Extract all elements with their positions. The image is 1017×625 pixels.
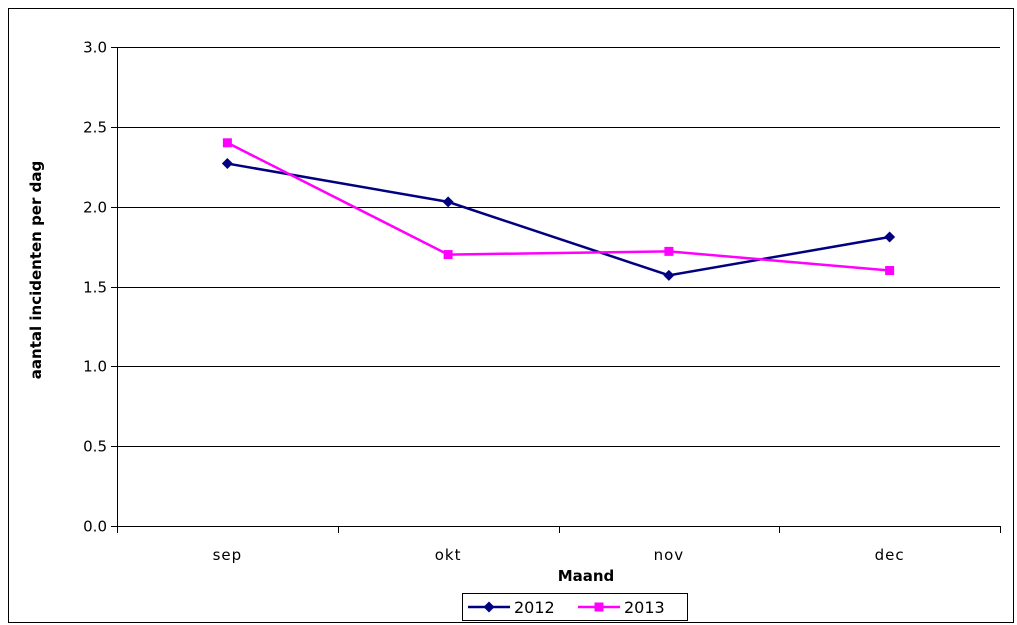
series-2012 (221, 158, 896, 281)
legend-box (462, 593, 688, 621)
gridlines (117, 47, 1000, 447)
legend-item-2013: 2013 (578, 598, 665, 617)
y-tick-label-2: 1.0 (83, 358, 107, 376)
x-tick-label-sep: sep (213, 546, 243, 564)
marker-2012-sep (221, 158, 233, 170)
marker-2013-dec (885, 266, 895, 276)
legend-item-2012: 2012 (468, 598, 555, 617)
marker-2013-sep (222, 138, 232, 148)
marker-2012-okt (442, 196, 454, 208)
axes (111, 47, 1001, 533)
x-tick-label-dec: dec (875, 546, 905, 564)
y-tick-label-0: 0.0 (83, 518, 107, 536)
legend-label-2012: 2012 (514, 598, 555, 617)
x-tick-label-nov: nov (654, 546, 685, 564)
marker-2013-okt (443, 250, 453, 260)
chart-frame (8, 8, 1014, 623)
y-tick-label-4: 2.0 (83, 199, 107, 217)
y-tick-label-1: 0.5 (83, 438, 107, 456)
y-tick-label-5: 2.5 (83, 119, 107, 137)
legend-marker-2012 (483, 601, 495, 613)
series (221, 138, 896, 281)
marker-2012-nov (663, 269, 675, 281)
series-2013 (222, 138, 895, 276)
y-axis-title: aantal incidenten per dag (27, 161, 45, 379)
x-tick-label-okt: okt (435, 546, 462, 564)
tick-labels: 0.0 0.5 1.0 1.5 2.0 2.5 3.0 sep okt nov dec (83, 39, 905, 565)
x-axis-title: Maand (558, 567, 615, 585)
marker-2012-dec (884, 231, 896, 243)
y-tick-label-6: 3.0 (83, 39, 107, 57)
legend-label-2013: 2013 (624, 598, 665, 617)
series-line-2012 (227, 162, 890, 277)
legend-marker-2013 (594, 602, 604, 612)
y-tick-label-3: 1.5 (83, 279, 107, 297)
marker-2013-nov (664, 246, 674, 256)
legend: 2012 2013 (462, 593, 688, 621)
series-line-2013 (226, 141, 890, 272)
